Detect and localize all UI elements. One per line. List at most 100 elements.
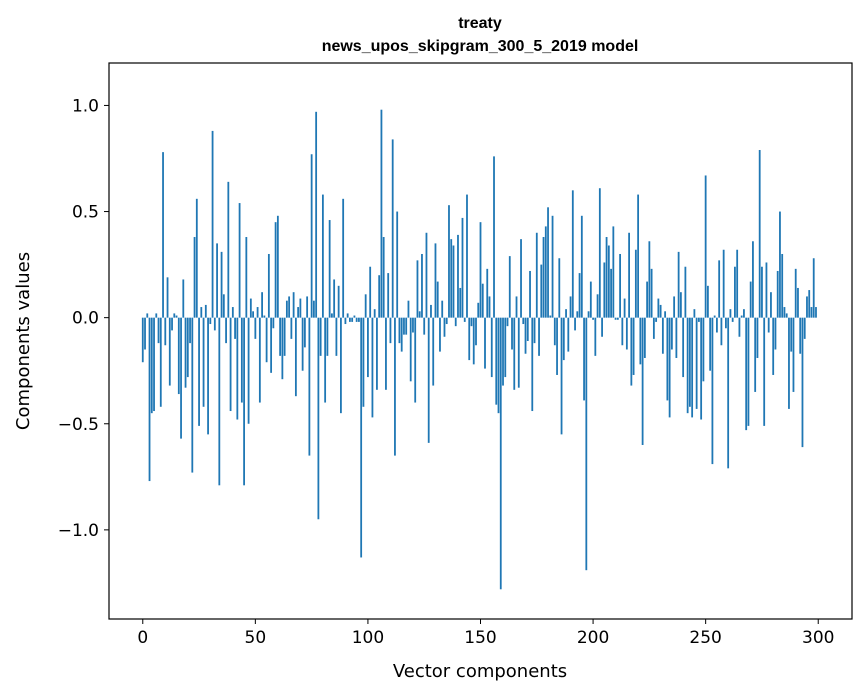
bar [371, 317, 374, 418]
bar [249, 298, 252, 318]
bar [578, 273, 581, 318]
bar [292, 292, 295, 318]
bar [655, 317, 658, 322]
bar [513, 317, 516, 390]
bar [682, 317, 685, 378]
bar [785, 313, 788, 318]
bar [479, 222, 482, 318]
bar [486, 268, 489, 318]
bar [168, 317, 171, 386]
bar [162, 152, 164, 318]
bar [758, 150, 761, 318]
bar [220, 251, 223, 318]
bar [191, 317, 194, 473]
bar-series [141, 109, 817, 590]
bar [252, 311, 254, 318]
bar [227, 181, 230, 318]
bar [279, 317, 282, 356]
bar [558, 258, 561, 318]
bar [576, 311, 579, 318]
bar [547, 207, 549, 318]
bar [542, 237, 545, 318]
bar [265, 317, 268, 363]
bar [781, 253, 784, 318]
bar [270, 317, 273, 373]
bar [497, 317, 500, 414]
bar [562, 317, 565, 361]
bar [159, 317, 162, 407]
bar [679, 292, 682, 318]
bar [740, 315, 743, 318]
bar [463, 317, 466, 322]
bar [592, 317, 594, 320]
bar [418, 311, 421, 318]
bar [664, 311, 667, 318]
bar [707, 285, 709, 318]
bar [670, 317, 673, 350]
bar [779, 211, 781, 318]
bar [364, 294, 367, 318]
bar [324, 317, 327, 403]
y-tick-label: 0.5 [72, 203, 99, 223]
x-axis: 0 50 100 150 200 250 300 [137, 619, 834, 648]
bar [652, 317, 655, 339]
bar [432, 317, 435, 386]
bar [601, 317, 603, 337]
bar [709, 317, 712, 371]
bar [387, 273, 390, 318]
bar [488, 296, 491, 318]
bar [605, 237, 608, 318]
bar [734, 266, 736, 318]
y-tick-label: −0.5 [58, 415, 99, 435]
plot-area-frame [108, 62, 853, 620]
bar [195, 198, 198, 318]
bar [416, 260, 419, 318]
bar [538, 317, 540, 356]
bar [531, 317, 534, 412]
bar [481, 283, 484, 318]
bar [648, 241, 651, 318]
bar [596, 294, 599, 318]
x-tick-label: 250 [689, 628, 721, 648]
bar [797, 287, 799, 318]
y-tick-label: 1.0 [72, 96, 99, 116]
bar [704, 175, 707, 318]
bar [245, 237, 248, 318]
bar [580, 215, 583, 318]
bar [312, 300, 315, 318]
bar [342, 198, 345, 318]
bar [623, 298, 626, 318]
bar [238, 203, 241, 318]
bar [412, 317, 414, 333]
bar [434, 243, 437, 318]
bar [499, 317, 502, 590]
bar [173, 313, 176, 318]
bar [193, 237, 196, 318]
bar [184, 317, 187, 388]
bar [549, 315, 552, 318]
bar [470, 317, 473, 327]
bar [466, 194, 468, 318]
bar [409, 317, 412, 382]
bar [443, 317, 446, 337]
bar [258, 317, 261, 403]
bar [407, 300, 410, 318]
bar [756, 317, 759, 358]
bar [761, 266, 763, 318]
bar [504, 317, 507, 378]
bar [745, 317, 748, 431]
bar [702, 317, 705, 382]
bar [560, 317, 563, 435]
x-tick-label: 150 [464, 628, 496, 648]
x-tick-label: 300 [802, 628, 834, 648]
bar [502, 317, 504, 386]
bar [594, 317, 597, 356]
bar [668, 317, 671, 418]
bar [344, 317, 347, 325]
bar [520, 239, 522, 318]
bar [727, 317, 730, 469]
bar [713, 315, 716, 318]
bar [198, 317, 200, 426]
bar [621, 317, 624, 346]
bar [661, 317, 664, 354]
